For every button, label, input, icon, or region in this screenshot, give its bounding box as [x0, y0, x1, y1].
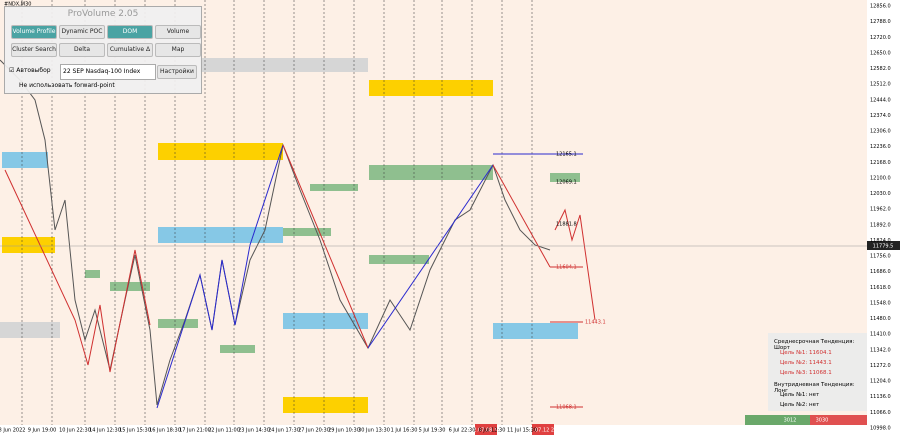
- time-label: 1 Jul 16:30: [391, 428, 418, 434]
- price-label: 11066.0: [870, 410, 891, 416]
- price-label: 11410.0: [870, 332, 891, 338]
- forward-point[interactable]: Не использовать forward-point: [19, 82, 115, 89]
- price-label: 12720.0: [870, 35, 891, 41]
- panel-button[interactable]: Volume: [155, 25, 201, 39]
- time-label: 23 Jun 14:30: [238, 428, 270, 434]
- time-label: 10 Jun 22:30: [59, 428, 91, 434]
- level-label: 11881.8: [556, 222, 577, 228]
- price-label: 12650.0: [870, 50, 891, 56]
- price-label: 12374.0: [870, 113, 891, 119]
- auto-select[interactable]: ☑ Автовыбор: [9, 67, 51, 74]
- auto-select-label: Автовыбор: [16, 67, 51, 74]
- time-label: 27 Jun 20:30: [298, 428, 330, 434]
- price-label: 12582.0: [870, 66, 891, 72]
- price-label: 12100.0: [870, 175, 891, 181]
- price-label: 11824.0: [870, 238, 891, 244]
- price-label: 11962.0: [870, 207, 891, 213]
- price-label: 11756.0: [870, 254, 891, 260]
- instrument-select[interactable]: 22 SEP Nasdaq-100 Index: [60, 64, 156, 80]
- price-label: 12444.0: [870, 97, 891, 103]
- level-label: 11068.1: [556, 405, 577, 411]
- info-box: Среднесрочная Тенденция: Шорт Цель №1: 1…: [768, 333, 867, 411]
- price-label: 12168.0: [870, 160, 891, 166]
- price-label: 11892.0: [870, 222, 891, 228]
- provolume-panel: ProVolume 2.05 Volume Profile Dynamic POC…: [4, 6, 202, 94]
- time-label: 15 Jun 15:30: [119, 428, 151, 434]
- price-label: 11686.0: [870, 269, 891, 275]
- footer-right: 3030: [816, 418, 829, 424]
- time-label: 16 Jun 18:30: [149, 428, 181, 434]
- price-label: 12512.0: [870, 82, 891, 88]
- symbol: #NDX,M30: [4, 2, 31, 8]
- panel-button[interactable]: Cumulative Δ: [107, 43, 153, 57]
- price-label: 12236.0: [870, 144, 891, 150]
- price-label: 11618.0: [870, 285, 891, 291]
- level-label: 12165.1: [556, 152, 577, 158]
- price-label: 12788.0: [870, 19, 891, 25]
- panel-button[interactable]: Delta: [59, 43, 105, 57]
- panel-button[interactable]: Volume Profile: [11, 25, 57, 39]
- time-label: 8 Jul 12:30: [479, 428, 506, 434]
- price-label: 11136.0: [870, 394, 891, 400]
- target: Цель №3: 11068.1: [780, 370, 832, 376]
- time-label: 14 Jun 12:30: [89, 428, 121, 434]
- price-label: 11272.0: [870, 363, 891, 369]
- time-label: 29 Jun 10:30: [328, 428, 360, 434]
- time-label: 6 Jul 22:30: [449, 428, 476, 434]
- panel-button[interactable]: Cluster Search: [11, 43, 57, 57]
- time-label: 17 Jun 21:00: [179, 428, 211, 434]
- price-label: 12856.0: [870, 4, 891, 10]
- level-label: 12069.1: [556, 180, 577, 186]
- price-label: 11342.0: [870, 347, 891, 353]
- time-label: 9 Jun 19:00: [28, 428, 57, 434]
- footer-left: 3012: [784, 418, 797, 424]
- price-label: 11548.0: [870, 300, 891, 306]
- time-label: 11 Jul 15:30: [507, 428, 537, 434]
- mid-term: Среднесрочная Тенденция: Шорт: [774, 339, 855, 351]
- price-label: 11204.0: [870, 379, 891, 385]
- price-label: 11480.0: [870, 316, 891, 322]
- time-marker: 2022.07.12 22:00: [521, 428, 566, 434]
- time-label: 22 Jun 11:00: [208, 428, 240, 434]
- settings-button[interactable]: Настройки: [157, 65, 197, 79]
- panel-button[interactable]: Map: [155, 43, 201, 57]
- time-label: 30 Jun 13:30: [358, 428, 390, 434]
- price-label: 12306.0: [870, 129, 891, 135]
- panel-button[interactable]: DOM: [107, 25, 153, 39]
- intraday: Внутридневная Тенденция: Лонг: [774, 382, 855, 394]
- level-label: 11443.1: [585, 320, 606, 326]
- price-label: 12030.0: [870, 191, 891, 197]
- level-label: 11604.1: [556, 265, 577, 271]
- time-marker: 2022.07.08 18:00: [464, 428, 509, 434]
- time-label: 24 Jun 17:30: [268, 428, 300, 434]
- panel-button[interactable]: Dynamic POC: [59, 25, 105, 39]
- target: Цель №1: нет: [780, 392, 820, 398]
- target: Цель №2: нет: [780, 402, 820, 408]
- target: Цель №2: 11443.1: [780, 360, 832, 366]
- time-label: 5 Jul 19:30: [419, 428, 446, 434]
- price-label: 10998.0: [870, 426, 891, 432]
- panel-title: ProVolume 2.05: [67, 9, 139, 19]
- time-label: 8 Jun 2022: [0, 428, 25, 434]
- target: Цель №1: 11604.1: [780, 350, 832, 356]
- current-price: 11779.5: [873, 244, 894, 250]
